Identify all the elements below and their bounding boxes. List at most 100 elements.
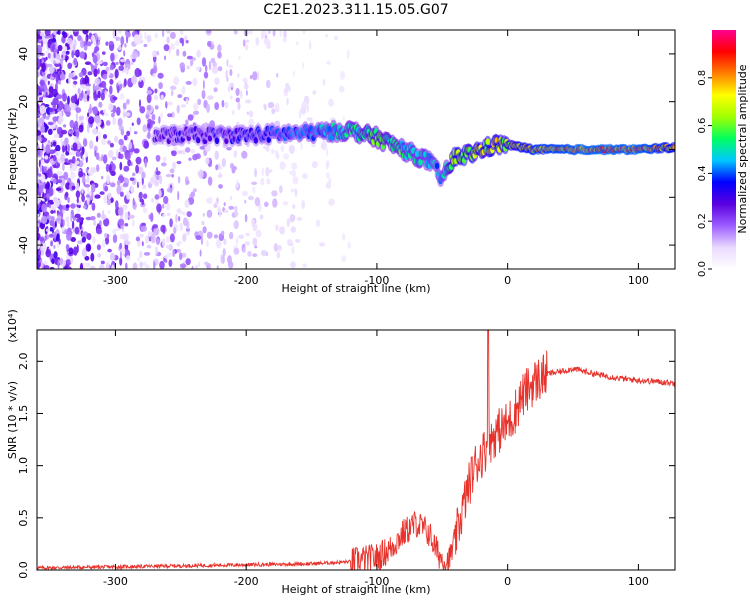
spectrogram-noise-blob: [66, 106, 72, 112]
spectrogram-noise-blob: [65, 50, 70, 55]
spectrogram-noise-blob: [244, 43, 249, 51]
spectrogram-noise-blob: [309, 40, 312, 50]
spectrogram-noise-blob: [37, 226, 40, 234]
spectrogram-noise-blob: [52, 141, 57, 147]
snr-y-tick-label: 1.0: [17, 457, 30, 475]
spectrogram-noise-blob: [249, 30, 253, 35]
spectrogram-noise-blob: [159, 174, 163, 185]
spectrogram-noise-blob: [139, 75, 142, 83]
spectrogram-noise-blob: [67, 264, 70, 269]
spectrogram-noise-blob: [70, 237, 76, 242]
snr-x-tick-label: -300: [103, 575, 128, 588]
spectrogram-noise-blob: [179, 222, 183, 232]
spectrogram-noise-blob: [55, 218, 62, 222]
spectrogram-noise-blob: [39, 85, 45, 89]
spectrogram-noise-blob: [141, 241, 144, 247]
spectrogram-noise-blob: [302, 263, 308, 268]
snr-y-tick-label: 0.5: [17, 509, 30, 527]
spectrogram-noise-blob: [279, 226, 286, 235]
spectrogram-noise-blob: [249, 110, 254, 118]
spectrogram-noise-blob: [213, 87, 218, 93]
spectrogram-noise-blob: [102, 88, 109, 93]
spectrogram-noise-blob: [124, 211, 129, 220]
spectrogram-noise-blob: [121, 246, 126, 256]
spectrogram-noise-blob: [237, 102, 241, 110]
spectrogram-noise-blob: [263, 145, 266, 150]
spectrogram-x-tick-label: -200: [234, 274, 259, 287]
spectrogram-noise-blob: [101, 153, 104, 162]
spectrogram-noise-blob: [169, 233, 175, 243]
spectrogram-noise-blob: [110, 170, 116, 176]
spectrogram-noise-blob: [326, 172, 330, 179]
spectrogram-noise-blob: [64, 137, 69, 146]
spectrogram-ridge-core: [253, 137, 259, 144]
spectrogram-noise-blob: [56, 170, 63, 176]
spectrogram-noise-blob: [141, 199, 145, 206]
spectrogram-noise-blob: [206, 209, 213, 218]
colorbar-tick-label: 0.2: [697, 213, 708, 229]
spectrogram-noise-blob: [153, 226, 160, 236]
spectrogram-noise-blob: [158, 82, 163, 90]
spectrogram-noise-blob: [287, 239, 293, 246]
spectrogram-noise-blob: [131, 219, 135, 227]
spectrogram-noise-blob: [37, 30, 41, 35]
spectrogram-noise-blob: [125, 67, 129, 75]
spectrogram-noise-blob: [50, 216, 55, 222]
spectrogram-noise-blob: [198, 169, 204, 179]
spectrogram-noise-blob: [286, 218, 290, 228]
spectrogram-noise-blob: [163, 44, 170, 52]
spectrogram-noise-blob: [165, 173, 172, 178]
spectrogram-noise-blob: [37, 90, 40, 97]
spectrogram-noise-blob: [163, 195, 169, 205]
spectrogram-noise-blob: [70, 214, 73, 223]
spectrogram-noise-blob: [182, 149, 185, 155]
spectrogram-noise-blob: [328, 177, 332, 185]
spectrogram-noise-blob: [186, 55, 193, 60]
spectrogram-noise-blob: [202, 226, 207, 234]
spectrogram-noise-blob: [103, 217, 110, 227]
spectrogram-noise-blob: [229, 69, 233, 76]
spectrogram-noise-blob: [138, 191, 143, 200]
spectrogram-noise-blob: [192, 77, 198, 87]
spectrogram-noise-blob: [96, 60, 103, 65]
spectrogram-noise-blob: [140, 225, 147, 232]
spectrogram-noise-blob: [125, 255, 131, 261]
spectrogram-noise-blob: [93, 145, 98, 152]
spectrogram-noise-blob: [279, 30, 283, 38]
spectrogram-noise-blob: [185, 40, 189, 44]
spectrogram-noise-blob: [39, 96, 43, 102]
spectrogram-noise-blob: [108, 163, 112, 174]
spectrogram-ridge-core: [485, 138, 490, 145]
spectrogram-y-ticks: -40 -20 0 20 40: [17, 47, 675, 254]
spectrogram-noise-blob: [49, 66, 55, 74]
spectrogram-noise-blob: [56, 94, 63, 100]
spectrogram-noise-blob: [105, 163, 110, 173]
spectrogram-noise-blob: [53, 133, 60, 139]
spectrogram-noise-blob: [41, 143, 44, 152]
spectrogram-noise-blob: [111, 264, 115, 269]
spectrogram-noise-blob: [100, 214, 107, 220]
spectrogram-noise-blob: [226, 146, 232, 151]
spectrogram-noise-blob: [78, 72, 84, 78]
spectrogram-noise-blob: [302, 30, 306, 35]
spectrogram-noise-blob: [123, 134, 128, 141]
spectrogram-noise-blob: [326, 160, 330, 167]
spectrogram-noise-blob: [138, 69, 142, 77]
spectrogram-noise-blob: [96, 164, 100, 173]
spectrogram-noise-blob: [41, 137, 48, 143]
spectrogram-noise-blob: [56, 31, 60, 35]
spectrogram-noise-blob: [55, 187, 62, 192]
spectrogram-noise-blob: [215, 201, 219, 206]
spectrogram-noise-blob: [86, 194, 90, 199]
spectrogram-noise-blob: [39, 105, 46, 115]
spectrogram-noise-blob: [110, 52, 115, 62]
spectrogram-noise-blob: [47, 128, 53, 135]
spectrogram-noise-blob: [231, 109, 235, 116]
spectrogram-noise-blob: [241, 150, 248, 159]
spectrogram-noise-blob: [220, 254, 223, 264]
spectrogram-noise-blob: [80, 84, 87, 90]
spectrogram-noise-blob: [37, 58, 41, 69]
spectrogram-noise-blob: [71, 185, 76, 190]
spectrogram-noise-blob: [60, 153, 65, 163]
